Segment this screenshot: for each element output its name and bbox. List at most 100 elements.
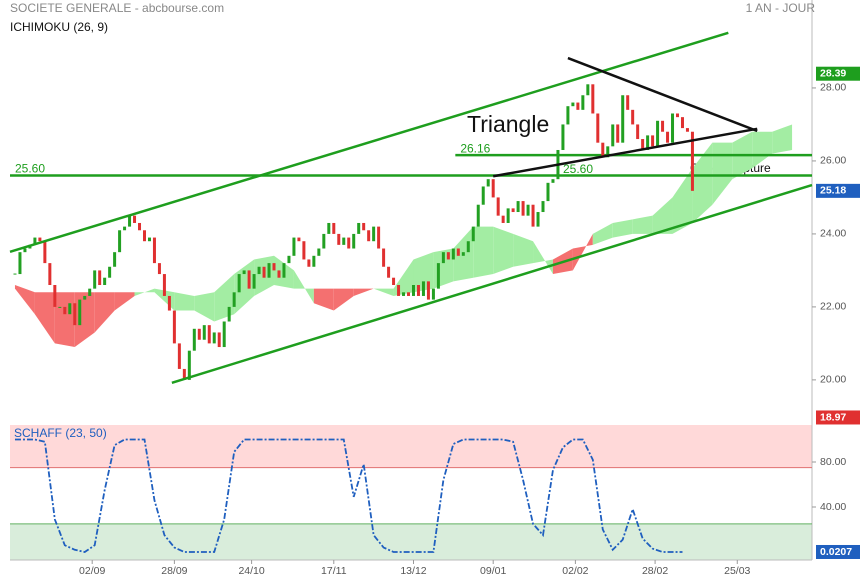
candle <box>606 146 610 158</box>
candle <box>476 204 480 227</box>
x-tick-label: 02/09 <box>79 565 105 577</box>
candle <box>237 274 241 293</box>
x-tick-label: 28/09 <box>161 565 187 577</box>
cloud-segment <box>652 197 673 234</box>
candle <box>68 303 72 315</box>
candle <box>307 259 311 267</box>
candle <box>217 332 221 348</box>
candle <box>586 84 590 96</box>
candle <box>252 274 256 289</box>
candle <box>142 230 146 242</box>
candle <box>262 266 266 278</box>
candle <box>197 328 201 340</box>
candle <box>157 263 161 275</box>
candle <box>292 237 296 256</box>
candle <box>282 263 286 278</box>
indicator-line <box>14 438 683 553</box>
cloud-segment <box>473 226 494 278</box>
cloud-segment <box>373 288 394 296</box>
candle <box>466 241 470 253</box>
y-tick-label: 80.00 <box>820 456 846 468</box>
candle <box>317 248 321 256</box>
cloud-segment <box>493 226 514 275</box>
cloud-segment <box>612 219 633 238</box>
cloud-segment <box>513 233 534 267</box>
cloud-segment <box>712 142 733 205</box>
candle <box>33 237 37 245</box>
candle <box>277 270 281 278</box>
price-marker <box>816 66 860 81</box>
y-tick-label: 20.00 <box>820 374 846 386</box>
cloud-segment <box>134 288 155 296</box>
candle <box>631 109 635 125</box>
candle <box>382 248 386 267</box>
candle <box>48 263 52 286</box>
candle <box>621 95 625 143</box>
candle <box>227 306 231 322</box>
candle <box>546 182 550 202</box>
candle <box>481 186 485 205</box>
candle <box>387 266 391 278</box>
candle <box>78 299 82 326</box>
candle <box>167 295 171 311</box>
candle <box>347 237 351 249</box>
candle <box>531 204 535 227</box>
candle <box>591 84 595 114</box>
candle <box>646 135 650 150</box>
price-marker-label: 18.97 <box>820 411 846 423</box>
cloud-segment <box>94 292 115 333</box>
candle <box>123 226 127 231</box>
candle <box>63 306 67 315</box>
candle <box>83 295 87 300</box>
y-tick-label: 40.00 <box>820 501 846 513</box>
candle <box>501 215 505 223</box>
candle <box>232 292 236 307</box>
candle <box>43 241 47 264</box>
price-marker <box>816 410 860 425</box>
candle <box>661 120 665 132</box>
candle <box>566 106 570 125</box>
candle <box>257 266 261 275</box>
candle <box>456 248 460 256</box>
candle <box>192 328 196 351</box>
y-tick-label: 26.00 <box>820 155 846 167</box>
x-tick-label: 24/10 <box>238 565 264 577</box>
candle <box>327 222 331 234</box>
y-tick-label: 28.00 <box>820 82 846 94</box>
candle <box>451 248 455 260</box>
trend-line <box>492 127 758 178</box>
candle <box>312 255 316 267</box>
candle <box>436 263 440 289</box>
cloud-segment <box>572 233 593 271</box>
candle <box>207 325 211 344</box>
candle <box>172 310 176 344</box>
candle <box>411 285 415 296</box>
candle <box>352 233 356 249</box>
candle <box>152 237 156 264</box>
candle <box>98 270 102 286</box>
price-marker-label: 25.18 <box>820 185 846 197</box>
cloud-segment <box>353 288 374 296</box>
candle <box>666 131 670 143</box>
trend-line <box>567 56 758 133</box>
candle <box>690 131 694 191</box>
candle <box>536 212 540 227</box>
chart-subtitle: 1 AN - JOUR <box>746 1 816 15</box>
cloud-segment <box>293 270 314 304</box>
level-label: 26.16 <box>460 141 490 155</box>
candle <box>656 120 660 147</box>
candle <box>162 274 166 296</box>
cloud-segment <box>313 288 334 311</box>
overbought-zone <box>10 425 812 468</box>
candle <box>685 128 689 132</box>
candle <box>402 292 406 296</box>
candle <box>581 95 585 110</box>
candle <box>18 252 22 275</box>
x-tick-label: 25/03 <box>724 565 750 577</box>
chart-title: SOCIETE GENERALE - abcbourse.com <box>10 1 224 15</box>
cloud-segment <box>672 168 693 234</box>
candle <box>611 124 615 147</box>
candle <box>182 368 186 380</box>
